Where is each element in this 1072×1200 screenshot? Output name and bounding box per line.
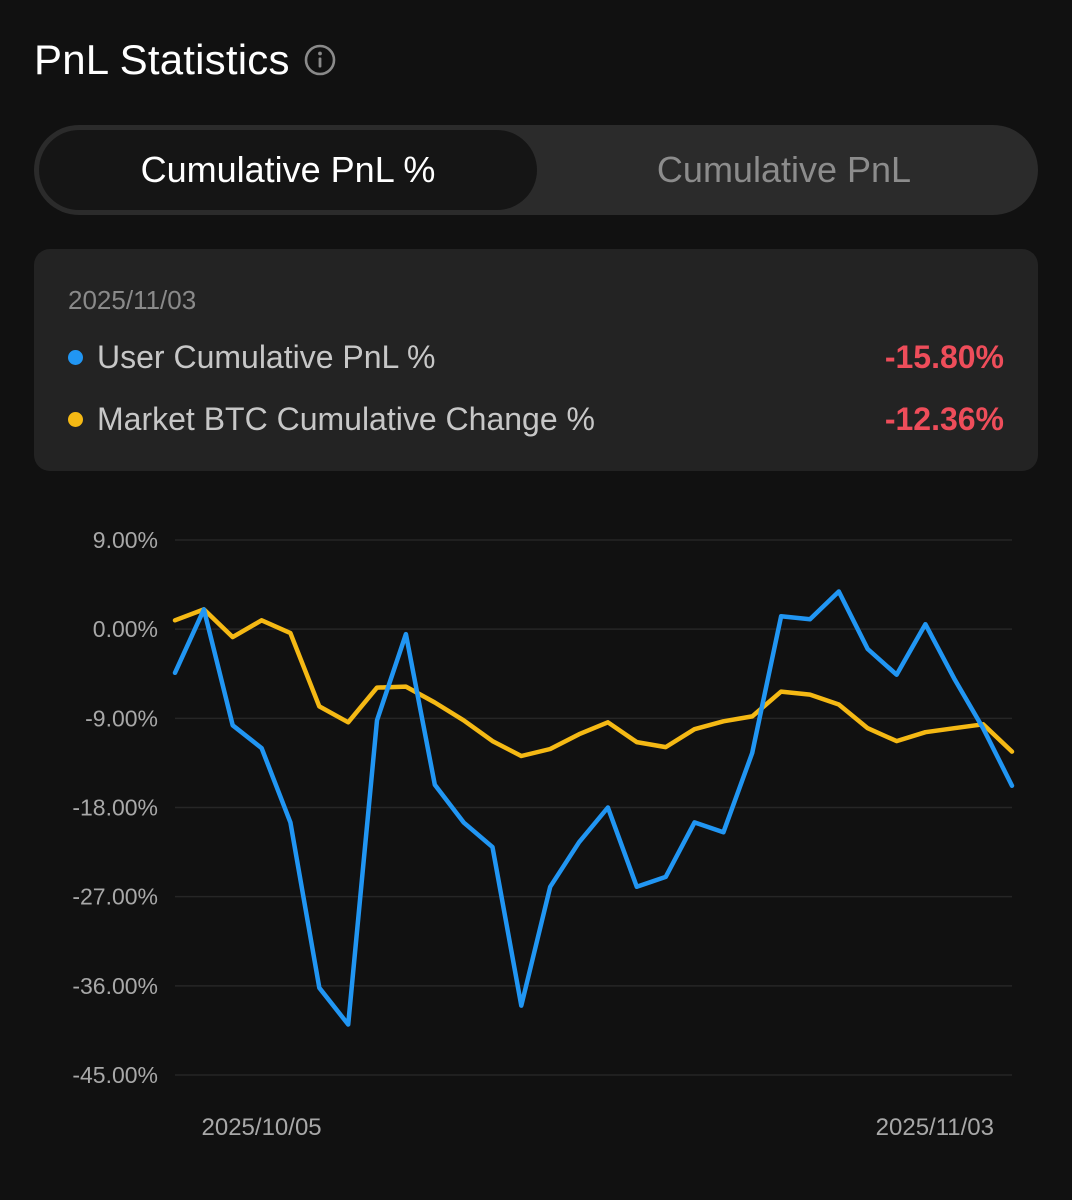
y-tick-label: -45.00% (72, 1062, 158, 1088)
chart-series (172, 589, 1015, 1027)
pnl-type-toggle: Cumulative PnL % Cumulative PnL (34, 125, 1038, 215)
market-btc-series-line[interactable] (172, 607, 1015, 759)
user-series-dot (68, 349, 83, 365)
info-icon[interactable] (304, 44, 336, 76)
y-tick-label: 9.00% (93, 527, 158, 553)
y-tick-label: 0.00% (93, 616, 158, 642)
tab-cumulative-pnl-percent[interactable]: Cumulative PnL % (39, 130, 537, 210)
y-tick-label: -9.00% (85, 705, 158, 731)
y-tick-label: -18.00% (72, 795, 158, 821)
chart-grid (175, 539, 1012, 1076)
y-axis-ticks: 9.00% 0.00% -9.00% -18.00% -27.00% -36.00% -45… (72, 527, 158, 1088)
y-tick-label: -36.00% (72, 973, 158, 999)
legend-item-market: Market BTC Cumulative Change % -12.36% (68, 399, 1004, 439)
legend-item-user: User Cumulative PnL % -15.80% (68, 337, 1004, 377)
pnl-line-chart[interactable]: 9.00% 0.00% -9.00% -18.00% -27.00% -36.00% -45… (0, 490, 1072, 1170)
legend-label-market: Market BTC Cumulative Change % (97, 400, 595, 437)
user-pnl-series-line[interactable] (172, 589, 1015, 1027)
legend-value-user: -15.80% (884, 338, 1004, 375)
legend-label-user: User Cumulative PnL % (97, 338, 436, 375)
x-axis-ticks: 2025/10/05 2025/11/03 (202, 1114, 994, 1141)
legend-date: 2025/11/03 (68, 285, 197, 315)
y-tick-label: -27.00% (72, 884, 158, 910)
tab-cumulative-pnl[interactable]: Cumulative PnL (656, 149, 912, 190)
page-title: PnL Statistics (34, 36, 290, 83)
header: PnL Statistics (34, 36, 336, 84)
market-series-dot (68, 411, 83, 427)
legend-card: 2025/11/03 User Cumulative PnL % -15.80%… (34, 249, 1038, 471)
legend-value-market: -12.36% (884, 400, 1004, 437)
x-tick-label: 2025/10/05 (202, 1114, 322, 1141)
x-tick-label: 2025/11/03 (876, 1114, 994, 1141)
